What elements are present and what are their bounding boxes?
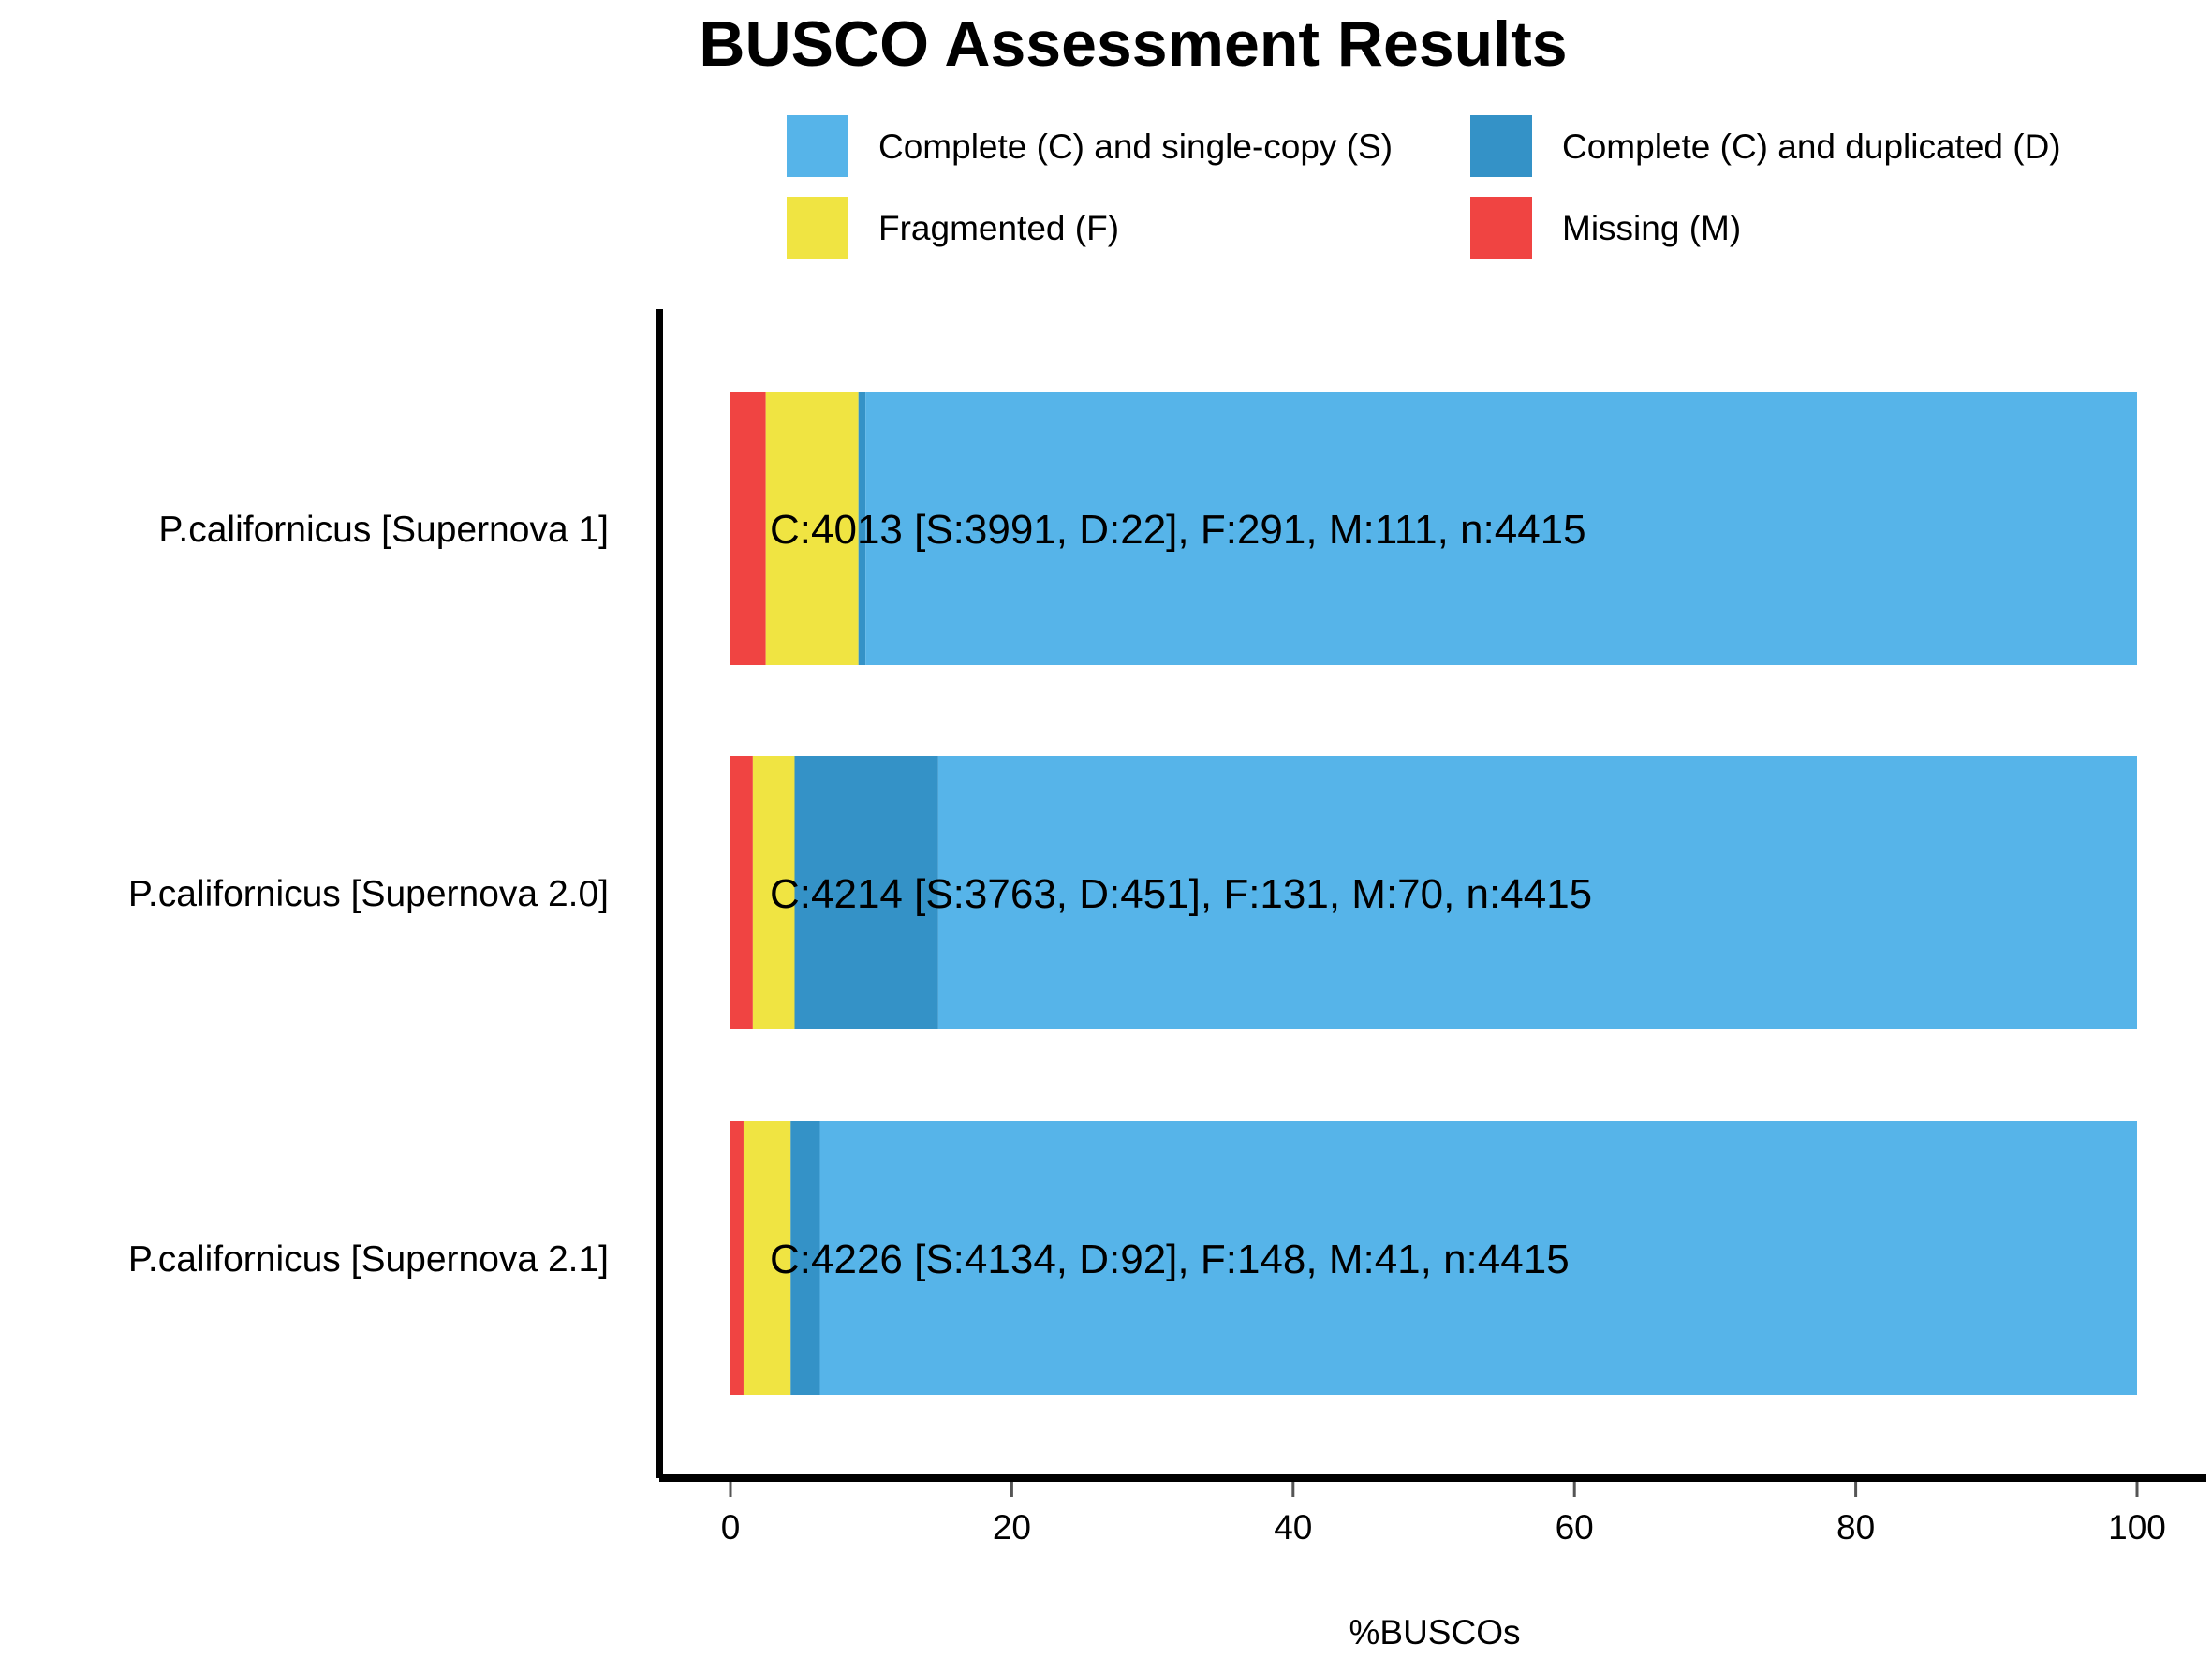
bar-fragmented-f-1 [765,392,859,665]
bar-complete-c-and-single-copy-s-3 [819,1121,2137,1395]
bar-complete-c-and-duplicated-d-1 [858,392,866,665]
bar-annotation-1: C:4013 [S:3991, D:22], F:291, M:111, n:4… [770,507,1586,553]
category-labels: P.californicus [Supernova 1] P.californic… [128,510,609,1280]
x-tick-label-40: 40 [1274,1508,1312,1547]
bar-complete-c-and-duplicated-d-2 [794,756,938,1029]
legend-swatch-fragmented-f [787,197,848,259]
legend-swatch-missing-m [1470,197,1532,259]
x-tick-label-100: 100 [2108,1508,2166,1547]
x-tick-label-20: 20 [993,1508,1031,1547]
bars [730,392,2137,1395]
category-label-3: P.californicus [Supernova 2.1] [128,1239,609,1280]
category-label-1: P.californicus [Supernova 1] [158,510,609,550]
bar-complete-c-and-duplicated-d-3 [790,1121,820,1395]
x-tick-label-80: 80 [1836,1508,1875,1547]
bar-complete-c-and-single-copy-s-2 [937,756,2137,1029]
bar-missing-m-3 [730,1121,744,1395]
x-tick-label-0: 0 [721,1508,741,1547]
axes [656,309,2206,1482]
legend: Complete (C) and single-copy (S) Complete… [787,115,2061,259]
bar-annotation-2: C:4214 [S:3763, D:451], F:131, M:70, n:4… [770,871,1592,917]
legend-label-missing-m: Missing (M) [1562,209,1741,247]
bar-missing-m-1 [730,392,766,665]
x-axis-title: %BUSCOs [1349,1613,1521,1652]
legend-label-fragmented-f: Fragmented (F) [878,209,1119,247]
bar-annotation-3: C:4226 [S:4134, D:92], F:148, M:41, n:44… [770,1237,1570,1282]
legend-label-complete-c-and-duplicated-d: Complete (C) and duplicated (D) [1562,127,2061,166]
x-tick-label-60: 60 [1556,1508,1594,1547]
chart-title: BUSCO Assessment Results [699,8,1567,80]
bar-fragmented-f-2 [752,756,795,1029]
bar-fragmented-f-3 [743,1121,791,1395]
legend-label-complete-c-and-single-copy-s: Complete (C) and single-copy (S) [878,127,1393,166]
bar-annotations: C:4013 [S:3991, D:22], F:291, M:111, n:4… [770,507,1592,1282]
bar-missing-m-2 [730,756,753,1029]
category-label-2: P.californicus [Supernova 2.0] [128,874,609,914]
bar-complete-c-and-single-copy-s-1 [865,392,2137,665]
legend-swatch-complete-c-and-duplicated-d [1470,115,1532,177]
legend-swatch-complete-c-and-single-copy-s [787,115,848,177]
x-ticks: 0 20 40 60 80 100 [721,1482,2166,1547]
